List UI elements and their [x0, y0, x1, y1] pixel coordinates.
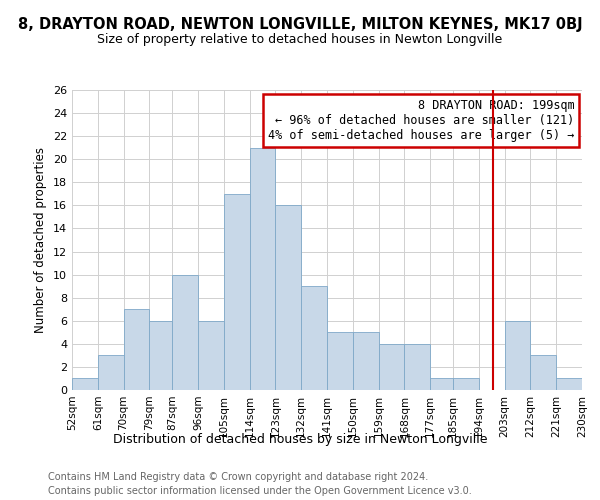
Bar	[198, 321, 224, 390]
Bar	[124, 309, 149, 390]
Text: Size of property relative to detached houses in Newton Longville: Size of property relative to detached ho…	[97, 32, 503, 46]
Bar	[149, 321, 172, 390]
Bar	[530, 356, 556, 390]
Bar	[379, 344, 404, 390]
Bar	[505, 321, 530, 390]
Bar	[404, 344, 430, 390]
Text: 8, DRAYTON ROAD, NEWTON LONGVILLE, MILTON KEYNES, MK17 0BJ: 8, DRAYTON ROAD, NEWTON LONGVILLE, MILTO…	[17, 18, 583, 32]
Bar	[98, 356, 124, 390]
Bar	[224, 194, 250, 390]
Text: Contains public sector information licensed under the Open Government Licence v3: Contains public sector information licen…	[48, 486, 472, 496]
Bar	[453, 378, 479, 390]
Text: Distribution of detached houses by size in Newton Longville: Distribution of detached houses by size …	[113, 432, 487, 446]
Bar	[556, 378, 582, 390]
Text: 8 DRAYTON ROAD: 199sqm
← 96% of detached houses are smaller (121)
4% of semi-det: 8 DRAYTON ROAD: 199sqm ← 96% of detached…	[268, 99, 574, 142]
Bar	[301, 286, 327, 390]
Text: Contains HM Land Registry data © Crown copyright and database right 2024.: Contains HM Land Registry data © Crown c…	[48, 472, 428, 482]
Bar	[72, 378, 98, 390]
Bar	[172, 274, 198, 390]
Bar	[430, 378, 453, 390]
Bar	[250, 148, 275, 390]
Bar	[353, 332, 379, 390]
Bar	[327, 332, 353, 390]
Y-axis label: Number of detached properties: Number of detached properties	[34, 147, 47, 333]
Bar	[275, 206, 301, 390]
